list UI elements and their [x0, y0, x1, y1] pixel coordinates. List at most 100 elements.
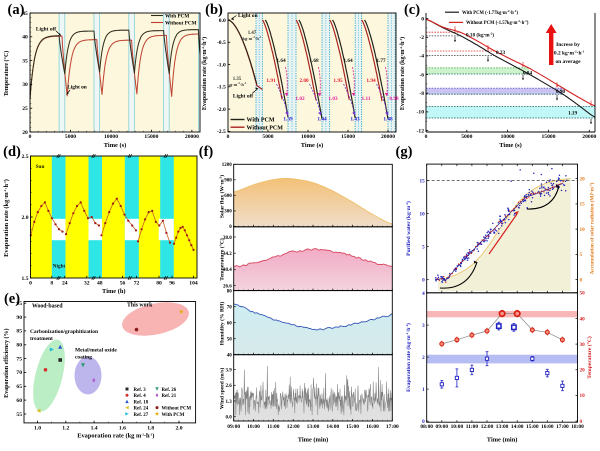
svg-text:25: 25	[22, 106, 28, 112]
svg-text:20: 20	[22, 130, 28, 136]
svg-text:15:00: 15:00	[526, 424, 539, 430]
svg-text:Solar flux (W·m-2): Solar flux (W·m-2)	[219, 175, 226, 218]
svg-text:Evaporation rate (kg m-2·h-1): Evaporation rate (kg m-2·h-1)	[77, 433, 154, 440]
svg-text:300: 300	[224, 210, 232, 215]
svg-text:1.95: 1.95	[333, 78, 343, 84]
svg-text:2: 2	[422, 355, 425, 361]
svg-text:Light on: Light on	[67, 85, 87, 91]
svg-text:Evaporation rate (kg·m-2·h-1): Evaporation rate (kg·m-2·h-1)	[3, 179, 10, 257]
svg-text:1.19: 1.19	[568, 111, 577, 117]
svg-text:0.0: 0.0	[219, 18, 226, 24]
svg-text:95: 95	[16, 301, 22, 307]
svg-text:(d): (d)	[3, 144, 21, 160]
svg-text:Without PCM: Without PCM	[165, 20, 197, 26]
svg-text:104: 104	[189, 280, 198, 286]
svg-text:2.0: 2.0	[22, 215, 29, 221]
svg-text:34.2: 34.2	[223, 252, 232, 257]
svg-text:1.44: 1.44	[317, 117, 327, 123]
svg-text:0.98: 0.98	[389, 96, 399, 102]
svg-text:1.43: 1.43	[350, 117, 360, 123]
svg-text:Wind speed (m/s): Wind speed (m/s)	[219, 368, 226, 410]
svg-text:15000: 15000	[341, 134, 355, 140]
svg-text:-4: -4	[419, 54, 424, 60]
svg-text:Evaporation rate (kg·m-2·h-1): Evaporation rate (kg·m-2·h-1)	[201, 37, 208, 110]
svg-text:50: 50	[227, 338, 233, 343]
svg-text:40: 40	[22, 35, 28, 41]
svg-text:Time (min): Time (min)	[487, 437, 518, 444]
svg-text:60: 60	[227, 322, 233, 327]
svg-text:0.0: 0.0	[225, 416, 232, 421]
svg-text:1.03: 1.03	[328, 96, 338, 102]
svg-text:Time (s): Time (s)	[499, 142, 521, 149]
svg-text:14:00: 14:00	[511, 424, 524, 430]
svg-text:1.0: 1.0	[34, 425, 41, 431]
svg-text:0: 0	[227, 134, 230, 140]
svg-text:1.68: 1.68	[309, 58, 319, 64]
svg-text:80: 80	[227, 290, 233, 295]
svg-text:14:00: 14:00	[326, 424, 339, 430]
svg-text:Ref. 4: Ref. 4	[134, 394, 147, 399]
svg-text:10: 10	[580, 393, 586, 399]
svg-text:Without PCM: Without PCM	[247, 125, 284, 131]
svg-text:1.77: 1.77	[376, 58, 386, 64]
svg-text:5000: 5000	[65, 134, 76, 140]
svg-text:1.64: 1.64	[343, 58, 353, 64]
svg-text:11:00: 11:00	[466, 424, 479, 430]
svg-text:0.23: 0.23	[496, 50, 505, 56]
svg-text:2.00: 2.00	[299, 78, 309, 84]
svg-text:Evaporation rate (kg·m-2·h-1): Evaporation rate (kg·m-2·h-1)	[405, 323, 412, 392]
svg-text:15: 15	[580, 202, 586, 208]
svg-text:10000: 10000	[301, 134, 315, 140]
svg-text:15000: 15000	[542, 134, 556, 140]
svg-text:(a): (a)	[8, 2, 25, 18]
svg-text:Light on: Light on	[238, 13, 258, 19]
svg-text:0: 0	[229, 225, 232, 230]
svg-text:(g): (g)	[396, 144, 413, 160]
svg-text:70: 70	[16, 370, 22, 376]
svg-text:1.11: 1.11	[362, 96, 371, 102]
svg-text:This work: This work	[127, 303, 153, 309]
svg-text:2.0: 2.0	[176, 425, 183, 431]
svg-text:Wood-based: Wood-based	[32, 304, 63, 310]
svg-text:30: 30	[22, 82, 28, 88]
svg-text:Light off: Light off	[36, 27, 56, 33]
svg-text:1.35: 1.35	[233, 77, 242, 82]
svg-text:10:00: 10:00	[247, 424, 260, 430]
svg-text:-10: -10	[417, 110, 425, 116]
svg-text:on average: on average	[555, 59, 581, 65]
svg-text:4: 4	[422, 291, 425, 297]
svg-text:Night: Night	[53, 264, 66, 270]
svg-text:1.47: 1.47	[248, 31, 257, 36]
svg-text:-0.5: -0.5	[217, 40, 226, 46]
svg-text:Ref. 26: Ref. 26	[162, 388, 177, 393]
svg-text:Ref. 21: Ref. 21	[162, 394, 177, 399]
svg-text:75: 75	[16, 356, 22, 362]
svg-text:2.5: 2.5	[22, 154, 29, 160]
svg-text:600: 600	[224, 194, 232, 199]
svg-text:Temperature (°C): Temperature (°C)	[586, 336, 593, 379]
svg-text:With PCM: With PCM	[165, 13, 189, 19]
svg-text:38.0: 38.0	[223, 236, 232, 241]
svg-text:72: 72	[134, 280, 140, 286]
svg-text:1.39: 1.39	[283, 117, 293, 123]
svg-text:Ref. 27: Ref. 27	[134, 413, 149, 418]
svg-text:12:00: 12:00	[287, 424, 300, 430]
svg-text:Time (h): Time (h)	[102, 288, 126, 295]
svg-text:-1.0: -1.0	[217, 62, 226, 68]
svg-text:8: 8	[50, 280, 53, 286]
svg-text:Temperature (°C): Temperature (°C)	[3, 51, 10, 97]
svg-text:0: 0	[421, 16, 424, 22]
svg-text:Light off: Light off	[233, 94, 253, 100]
svg-text:20000: 20000	[185, 134, 199, 140]
svg-text:1.91: 1.91	[266, 78, 276, 84]
svg-text:15:00: 15:00	[346, 424, 359, 430]
svg-text:Time (min): Time (min)	[298, 437, 329, 444]
svg-text:08:00: 08:00	[420, 424, 433, 430]
svg-text:Ref. 18: Ref. 18	[134, 400, 149, 405]
svg-text:-2: -2	[419, 35, 424, 41]
svg-text:1.48: 1.48	[383, 117, 393, 123]
svg-text:35: 35	[22, 58, 28, 64]
svg-text:0: 0	[29, 280, 32, 286]
svg-text:(e): (e)	[4, 291, 20, 307]
svg-text:11:00: 11:00	[267, 424, 280, 430]
